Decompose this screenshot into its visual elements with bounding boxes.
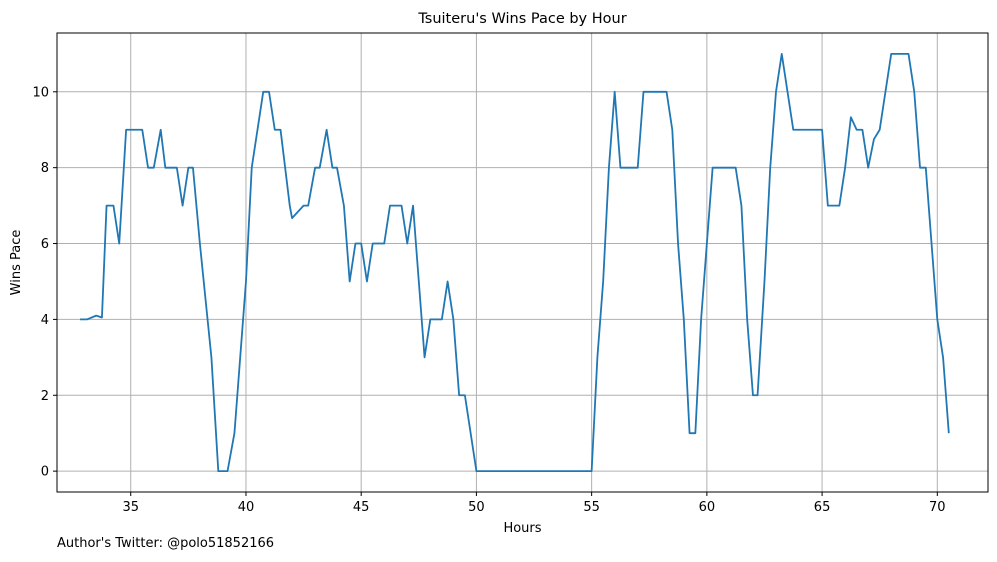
y-tick-label: 4 (41, 313, 49, 328)
x-tick-label: 65 (814, 500, 831, 515)
y-tick-label: 10 (32, 85, 49, 100)
x-tick-label: 35 (122, 500, 139, 515)
x-tick-label: 70 (929, 500, 946, 515)
y-tick-label: 0 (41, 465, 49, 480)
chart-title: Tsuiteru's Wins Pace by Hour (417, 11, 626, 27)
y-tick-label: 8 (41, 161, 49, 176)
x-tick-label: 55 (583, 500, 600, 515)
grid-lines (57, 33, 988, 492)
x-tick-label: 50 (468, 500, 485, 515)
plot-frame (56, 32, 989, 493)
x-axis-label: Hours (503, 521, 541, 536)
author-twitter-footer: Author's Twitter: @polo51852166 (57, 536, 275, 551)
series-line (80, 52, 950, 473)
data-series (80, 52, 950, 473)
x-tick-label: 40 (238, 500, 255, 515)
y-axis-label: Wins Pace (9, 230, 24, 296)
y-tick-label: 6 (41, 237, 49, 252)
x-tick-label: 45 (353, 500, 370, 515)
axis-ticks: 35 40 45 50 55 60 65 70 0 2 4 6 8 10 (32, 85, 945, 515)
y-tick-label: 2 (41, 389, 49, 404)
x-tick-label: 60 (699, 500, 716, 515)
